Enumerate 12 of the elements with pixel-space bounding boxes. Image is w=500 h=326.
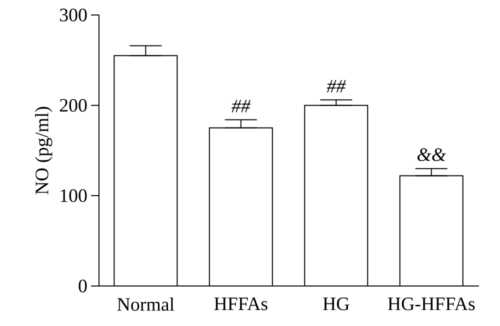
y-tick-label: 300: [60, 8, 87, 22]
annotation: ##: [326, 80, 346, 92]
y-tick-label: 100: [60, 189, 87, 202]
annotation: &&: [417, 148, 446, 162]
y-axis-title: NO (pg/ml): [35, 106, 52, 194]
x-tick-label: HFFAs: [214, 298, 268, 310]
y-tick-label: 0: [78, 280, 87, 292]
x-tick-label: Normal: [117, 298, 174, 311]
y-tick-label: 200: [60, 98, 87, 112]
x-tick-label: HG-HFFAs: [388, 298, 475, 310]
x-tick-label: HG: [323, 298, 350, 310]
annotation: ##: [232, 100, 251, 112]
